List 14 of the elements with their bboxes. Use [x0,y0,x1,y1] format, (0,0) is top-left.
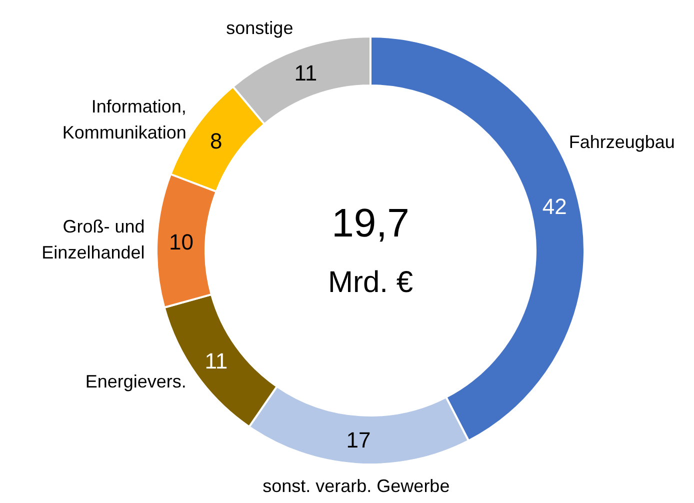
text: 19,7 [332,202,410,246]
slice-label: sonst. verarb. Gewerbe [262,476,450,496]
slice-label: Information, Kommunikation [62,96,186,142]
data-label: 10 [168,229,194,254]
text: Mrd. € [328,266,414,299]
data-label: 42 [542,194,567,219]
data-label: 11 [204,348,228,374]
slice-label: Fahrzeugbau [568,132,675,152]
slice-label: sonstige [226,18,294,38]
data-label: 17 [346,428,371,453]
slice-label: Groß- und Einzelhandel [42,216,145,263]
data-label: 8 [210,128,222,154]
slice-label: Energievers. [85,372,186,392]
data-label: 11 [294,60,318,86]
